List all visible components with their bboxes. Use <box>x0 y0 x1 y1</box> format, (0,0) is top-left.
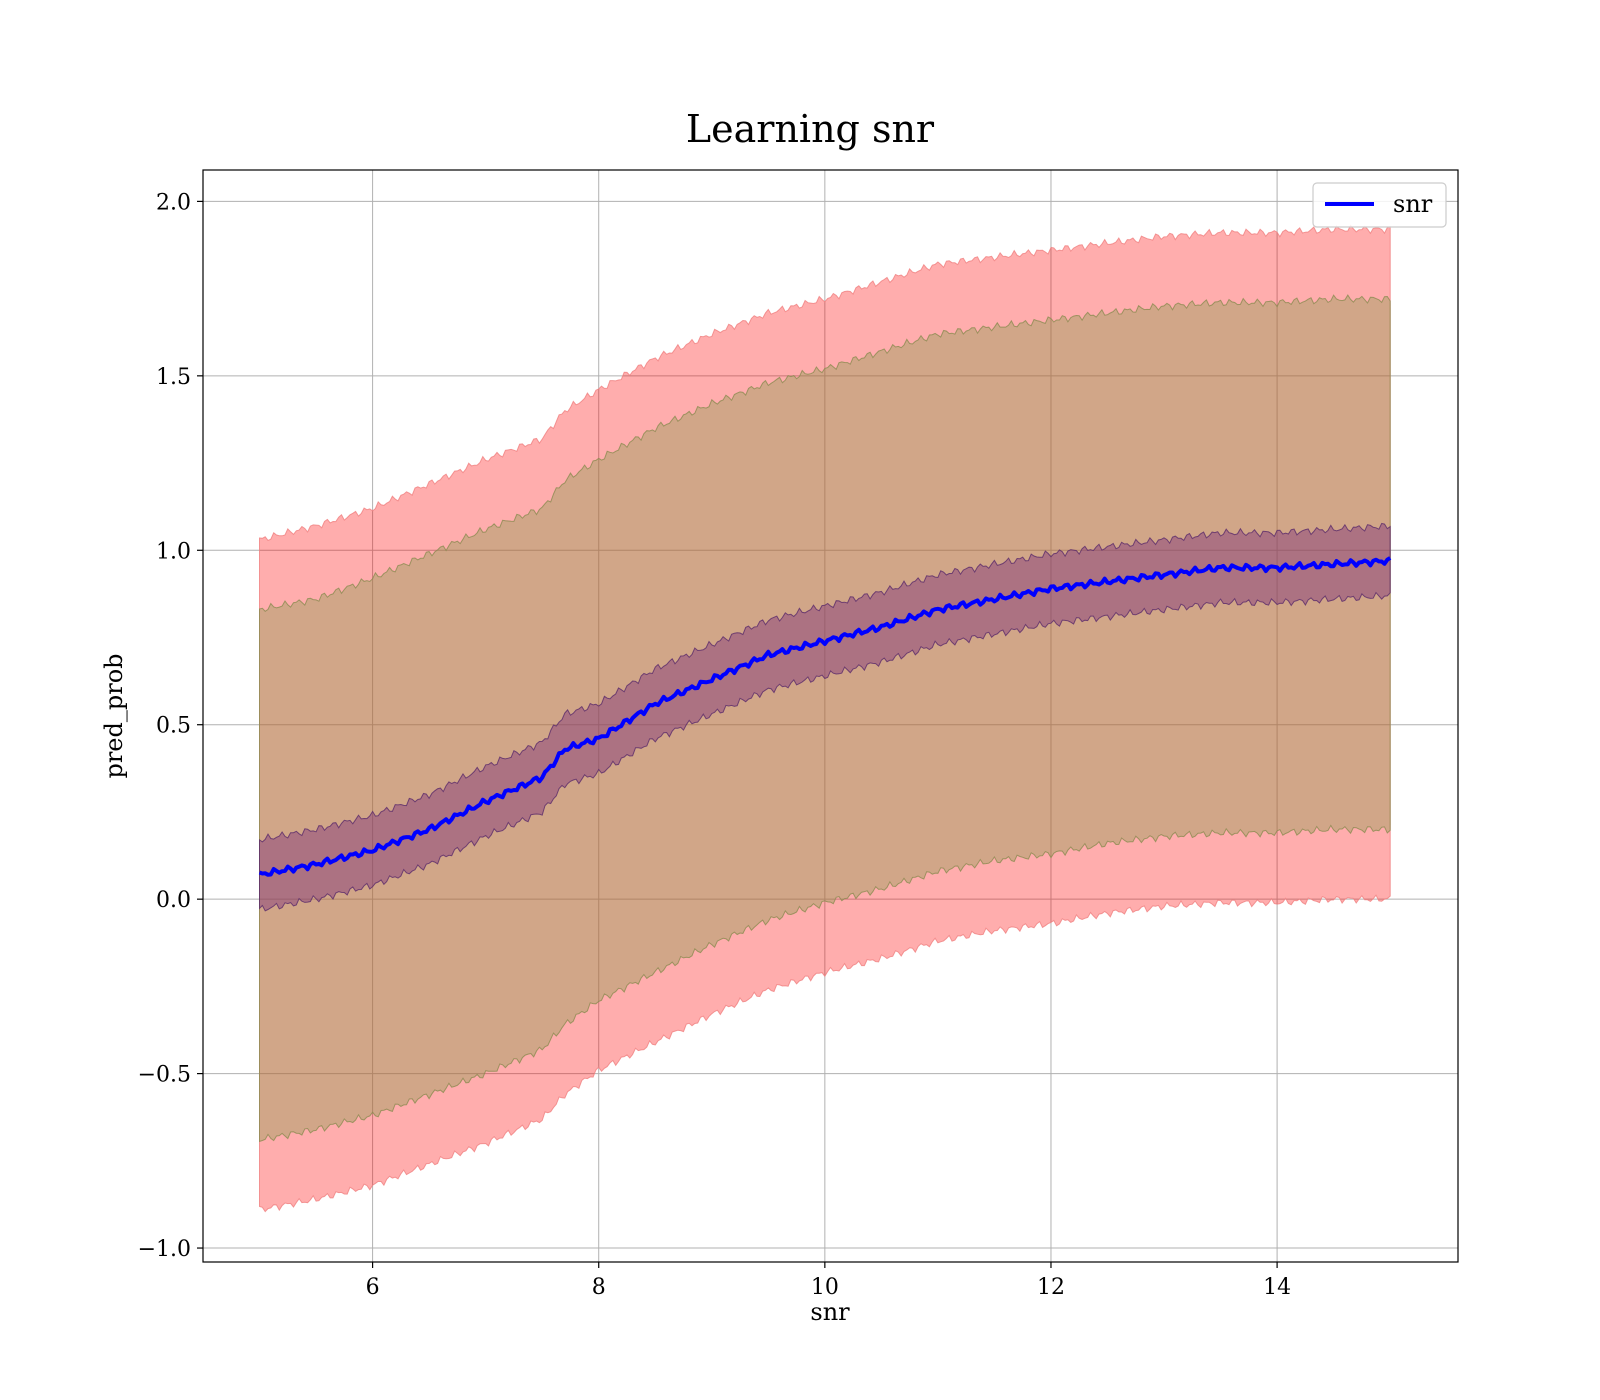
band-2 <box>259 522 1391 912</box>
y-tick-label: 1.5 <box>156 365 191 390</box>
y-tick-label: −1.0 <box>138 1237 191 1262</box>
y-ticks: −1.0 −0.5 0.0 0.5 1.0 1.5 2.0 <box>138 190 203 1262</box>
plot-frame <box>202 169 1459 1263</box>
y-tick-label: 2.0 <box>156 190 191 215</box>
x-tick-label: 12 <box>1037 1275 1065 1300</box>
x-tick-label: 8 <box>592 1275 606 1300</box>
band-1 <box>259 294 1391 1143</box>
x-tick-label: 14 <box>1263 1275 1291 1300</box>
x-ticks: 6 8 10 12 14 <box>366 1262 1291 1300</box>
legend-label-snr: snr <box>1393 190 1433 218</box>
chart-title: Learning snr <box>686 107 935 151</box>
y-tick-label: 1.0 <box>156 539 191 564</box>
y-tick-label: 0.5 <box>156 714 191 739</box>
legend: snr <box>1312 182 1447 228</box>
series-line-snr <box>258 556 1392 877</box>
series-lines <box>258 556 1392 877</box>
band-0 <box>259 224 1391 1213</box>
legend-box <box>1312 182 1447 228</box>
x-tick-label: 6 <box>366 1275 380 1300</box>
confidence-bands <box>259 224 1391 1213</box>
y-tick-label: −0.5 <box>138 1063 191 1088</box>
y-tick-label: 0.0 <box>156 888 191 913</box>
x-axis-label: snr <box>810 1298 850 1326</box>
x-tick-label: 10 <box>811 1275 839 1300</box>
y-axis-label: pred_prob <box>100 653 128 778</box>
grid <box>203 170 1458 1262</box>
